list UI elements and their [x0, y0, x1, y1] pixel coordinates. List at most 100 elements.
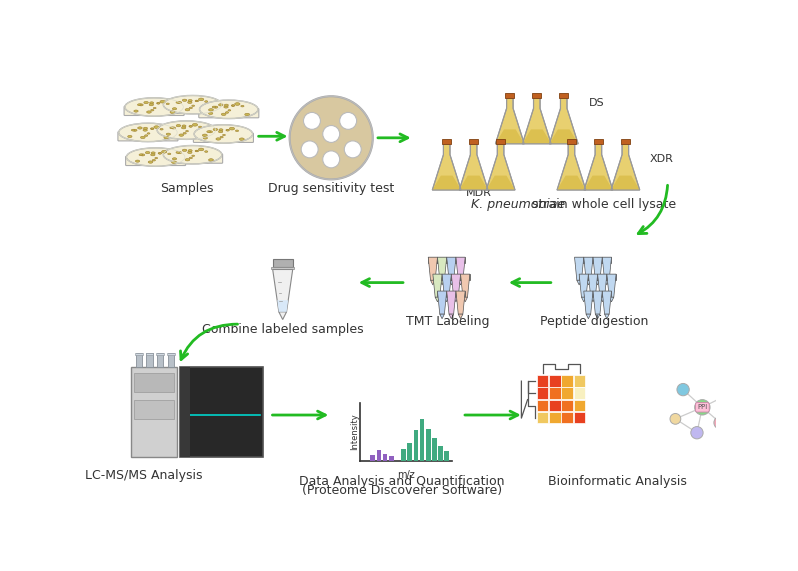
Polygon shape — [460, 274, 470, 297]
Ellipse shape — [151, 110, 154, 111]
Polygon shape — [389, 456, 393, 461]
Ellipse shape — [126, 148, 185, 166]
Polygon shape — [442, 274, 452, 297]
Polygon shape — [437, 291, 447, 314]
Ellipse shape — [189, 157, 192, 159]
Bar — [549, 400, 561, 411]
Ellipse shape — [143, 129, 148, 131]
Polygon shape — [401, 449, 406, 461]
Polygon shape — [602, 291, 611, 314]
Polygon shape — [377, 451, 381, 461]
Ellipse shape — [152, 159, 156, 161]
Polygon shape — [593, 257, 602, 280]
Ellipse shape — [195, 150, 198, 152]
Polygon shape — [460, 144, 488, 190]
Polygon shape — [277, 300, 288, 312]
Bar — [574, 375, 585, 387]
Ellipse shape — [188, 151, 192, 154]
Polygon shape — [432, 438, 437, 461]
Bar — [537, 375, 548, 387]
Polygon shape — [429, 257, 437, 280]
Text: MDR: MDR — [466, 188, 492, 198]
Ellipse shape — [196, 100, 199, 102]
Ellipse shape — [134, 110, 138, 112]
Polygon shape — [440, 280, 444, 285]
Ellipse shape — [168, 153, 171, 155]
Ellipse shape — [159, 152, 161, 154]
Ellipse shape — [322, 126, 340, 142]
Polygon shape — [584, 257, 593, 280]
Ellipse shape — [145, 151, 150, 154]
Ellipse shape — [235, 130, 239, 131]
Ellipse shape — [208, 131, 212, 133]
Ellipse shape — [199, 126, 202, 128]
Polygon shape — [559, 93, 568, 98]
Polygon shape — [602, 291, 611, 296]
Polygon shape — [456, 257, 465, 280]
Polygon shape — [135, 353, 143, 355]
Ellipse shape — [220, 136, 223, 138]
Ellipse shape — [239, 138, 244, 140]
Circle shape — [691, 427, 703, 439]
Ellipse shape — [245, 113, 250, 116]
Polygon shape — [433, 176, 461, 190]
Ellipse shape — [157, 121, 215, 139]
Text: XDR: XDR — [650, 154, 674, 164]
Ellipse shape — [224, 104, 228, 106]
Ellipse shape — [128, 135, 132, 138]
Ellipse shape — [182, 99, 187, 102]
Polygon shape — [273, 270, 293, 312]
Ellipse shape — [185, 108, 190, 111]
Polygon shape — [447, 257, 456, 263]
Polygon shape — [452, 274, 460, 297]
Ellipse shape — [219, 104, 223, 106]
Polygon shape — [447, 291, 456, 296]
Ellipse shape — [228, 110, 231, 111]
Ellipse shape — [151, 154, 155, 156]
Ellipse shape — [213, 128, 218, 131]
Polygon shape — [588, 274, 598, 279]
Text: DS: DS — [588, 98, 604, 108]
Ellipse shape — [223, 106, 228, 108]
Text: Samples: Samples — [160, 183, 213, 195]
Circle shape — [677, 384, 689, 396]
Text: K. pneumoniae: K. pneumoniae — [472, 198, 566, 211]
Polygon shape — [279, 312, 286, 320]
Ellipse shape — [144, 127, 148, 129]
Polygon shape — [442, 139, 452, 144]
Polygon shape — [523, 98, 551, 144]
Polygon shape — [594, 139, 603, 144]
Ellipse shape — [147, 111, 152, 113]
Ellipse shape — [137, 104, 141, 106]
Polygon shape — [611, 176, 640, 190]
Ellipse shape — [170, 127, 173, 128]
Polygon shape — [595, 280, 600, 285]
Ellipse shape — [140, 136, 145, 139]
Ellipse shape — [192, 155, 195, 156]
Polygon shape — [586, 280, 591, 285]
Ellipse shape — [214, 106, 218, 108]
Polygon shape — [486, 176, 515, 190]
Polygon shape — [584, 291, 593, 296]
Polygon shape — [383, 453, 387, 461]
Polygon shape — [611, 144, 640, 190]
Polygon shape — [577, 280, 582, 285]
Ellipse shape — [176, 102, 180, 103]
Polygon shape — [593, 291, 602, 296]
Ellipse shape — [290, 96, 373, 179]
Polygon shape — [157, 353, 164, 367]
Ellipse shape — [136, 160, 140, 162]
Ellipse shape — [196, 150, 199, 152]
Ellipse shape — [158, 152, 161, 154]
Polygon shape — [598, 274, 606, 279]
Polygon shape — [444, 451, 449, 461]
Ellipse shape — [212, 106, 216, 108]
FancyBboxPatch shape — [125, 156, 186, 166]
Polygon shape — [180, 367, 190, 457]
Text: strain whole cell lysate: strain whole cell lysate — [528, 198, 677, 211]
Polygon shape — [496, 98, 524, 144]
Polygon shape — [156, 353, 164, 355]
Polygon shape — [593, 257, 602, 263]
Ellipse shape — [164, 136, 168, 139]
Polygon shape — [593, 291, 602, 314]
